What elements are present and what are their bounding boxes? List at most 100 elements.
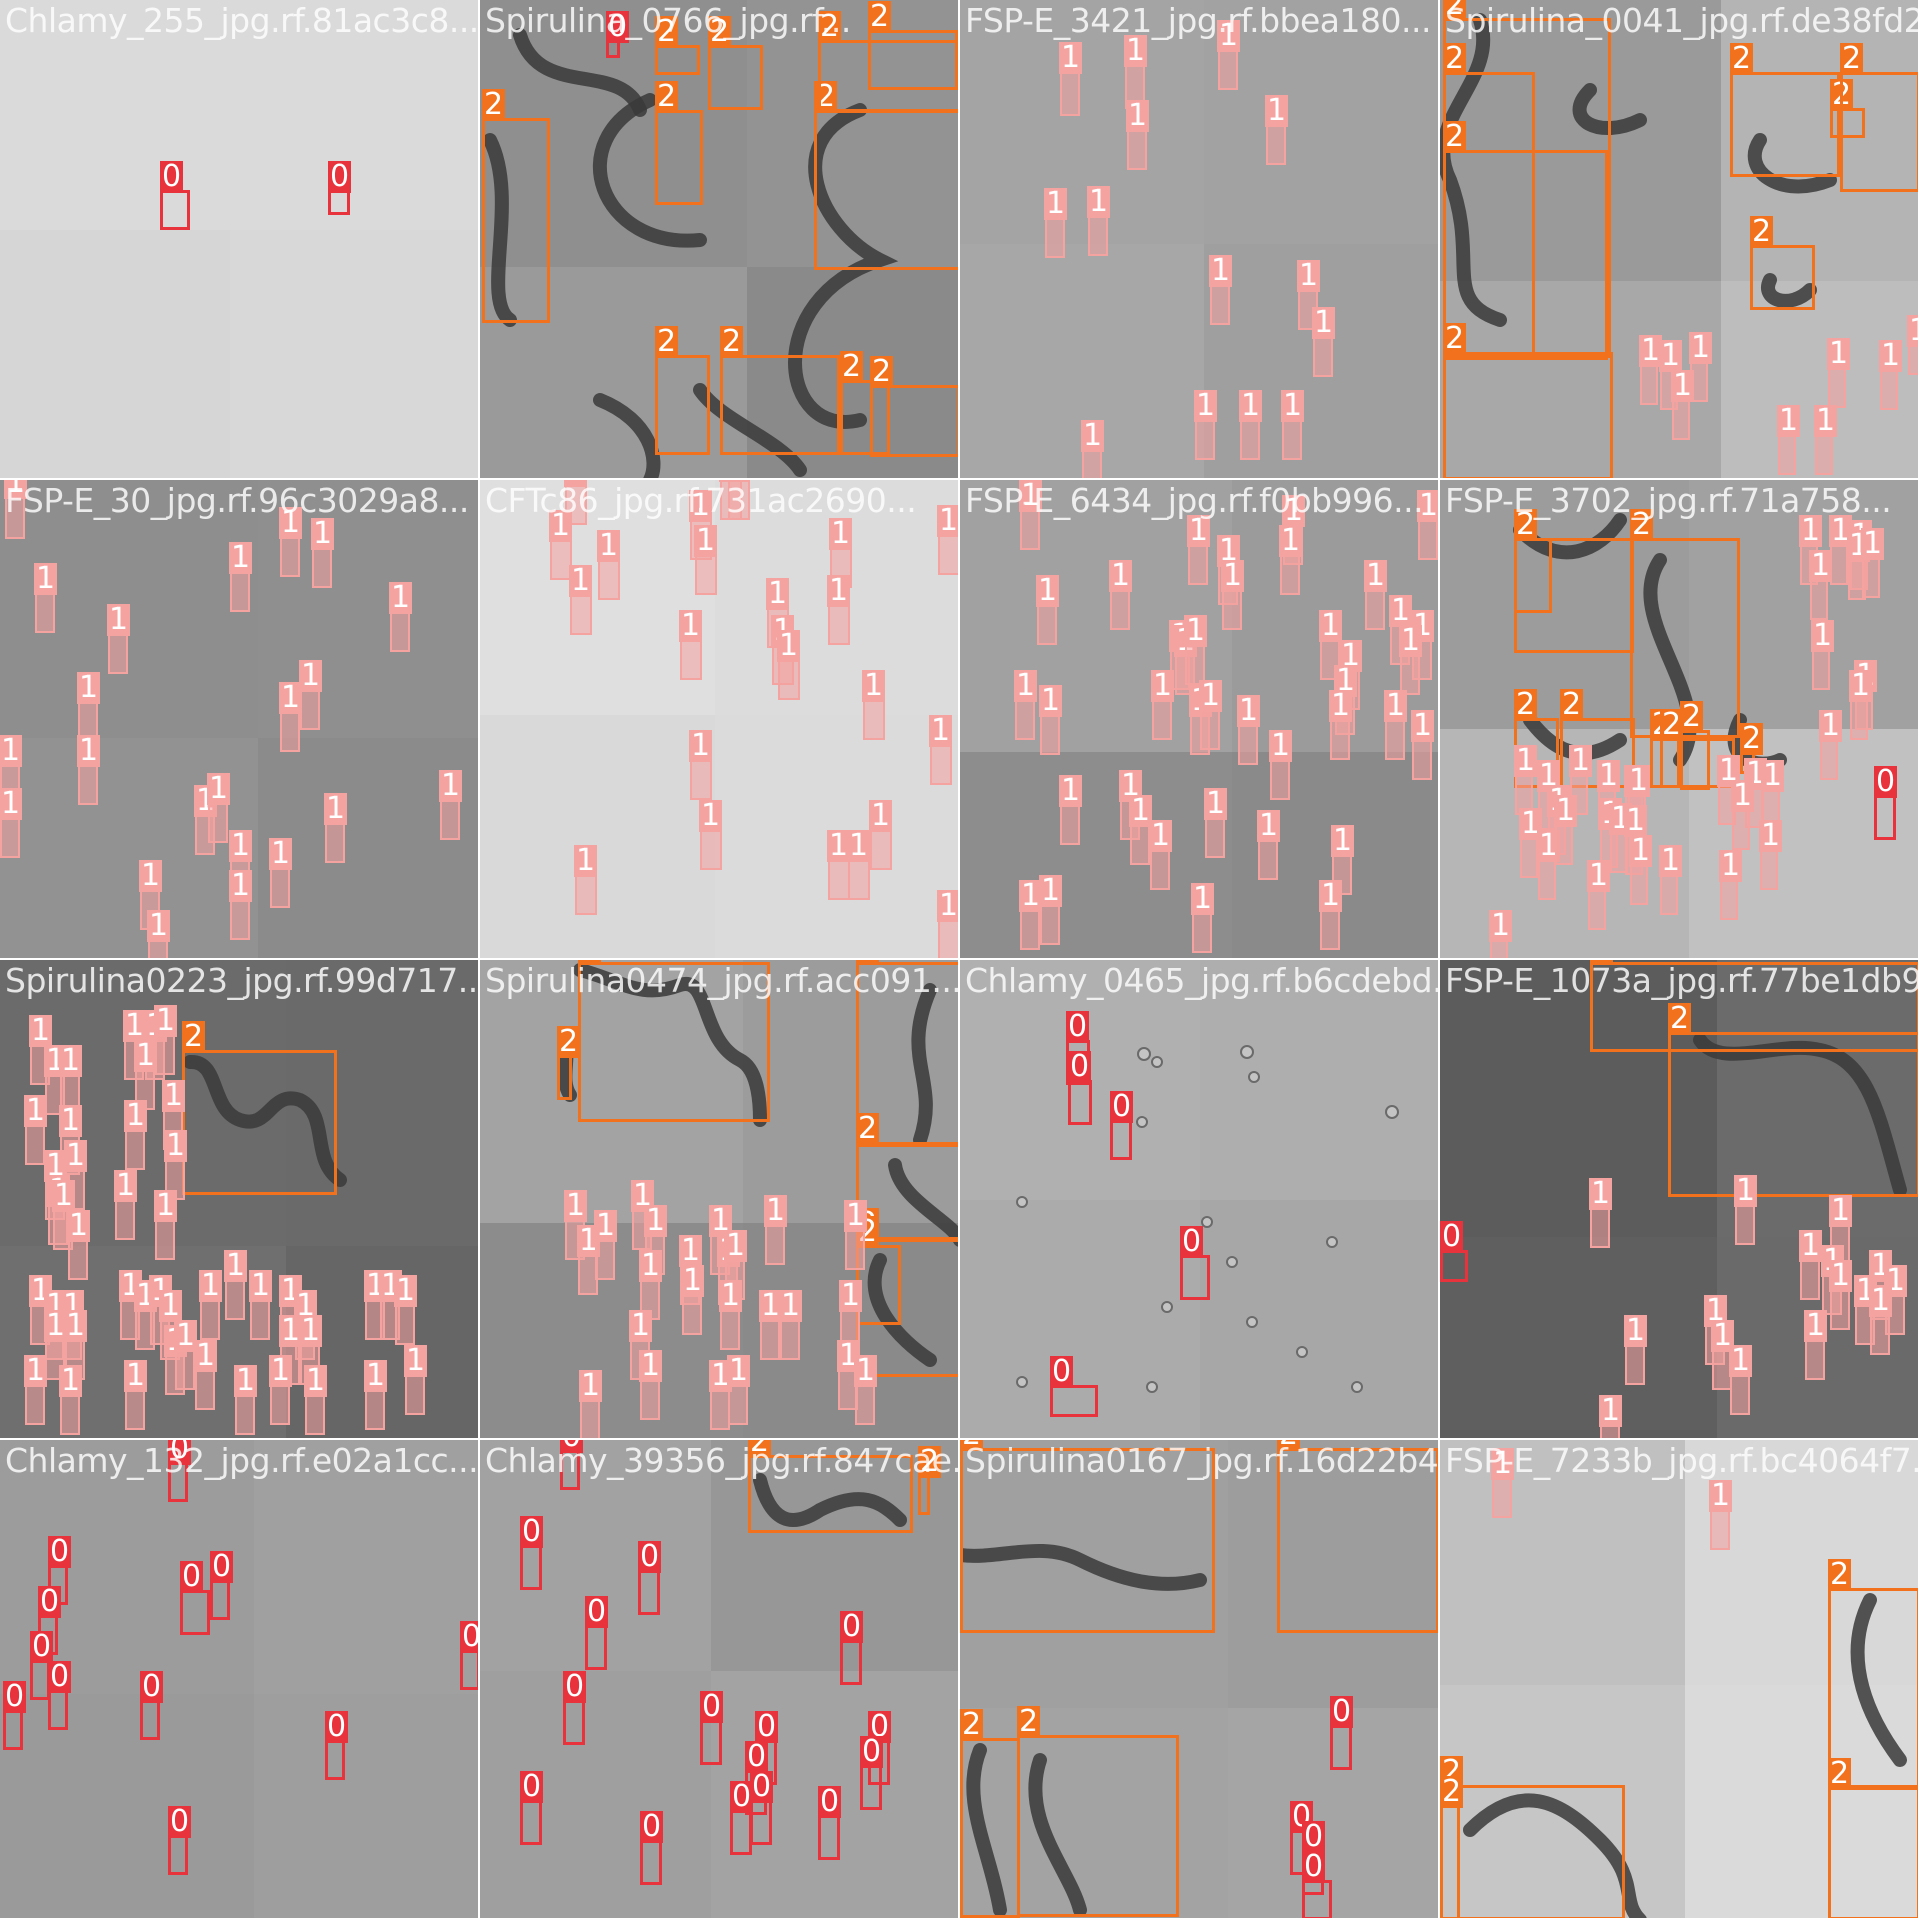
mosaic-tile: 0 0 0 0 0 Chlamy_0465_jpg.rf.b6cdebd... (960, 960, 1438, 1438)
class-label: 2 (1660, 707, 1684, 742)
class-label: 0 (38, 1584, 62, 1619)
class-label: 2 (1017, 1704, 1041, 1739)
class-label: 1 (937, 505, 958, 537)
class-label: 1 (299, 658, 323, 693)
detection-box-class-0: 0 (168, 1440, 192, 1502)
class-label: 1 (1087, 184, 1111, 219)
detection-box-class-0: 0 (210, 1551, 234, 1620)
detection-box-class-1: 1 (439, 770, 463, 840)
class-label: 1 (1297, 258, 1321, 293)
class-label: 1 (249, 1268, 273, 1303)
detection-box-class-1: 1 (1019, 880, 1043, 950)
class-label: 0 (210, 1549, 234, 1584)
class-label: 1 (1537, 758, 1561, 793)
detection-box-class-1: 1 (364, 1360, 388, 1430)
class-label: 1 (154, 1003, 178, 1038)
detection-box-class-1: 1 (1081, 420, 1105, 478)
class-label: 0 (160, 159, 184, 194)
detection-box-class-1: 1 (1265, 95, 1289, 165)
detection-box-class-1: 1 (224, 1250, 248, 1320)
detection-box-class-0: 0 (1874, 766, 1898, 840)
class-label: 1 (844, 1198, 868, 1233)
class-label: 1 (766, 576, 790, 611)
class-label: 2 (748, 1440, 772, 1458)
class-label: 2 (1440, 1774, 1464, 1809)
class-label: 0 (520, 1769, 544, 1804)
class-label: 1 (629, 1308, 653, 1343)
class-label: 1 (727, 1353, 751, 1388)
image-quadrant (254, 1694, 478, 1918)
detection-box-class-0: 0 (1330, 1696, 1354, 1770)
class-label: 0 (1180, 1224, 1204, 1259)
class-label: 0 (638, 1539, 662, 1574)
class-label: 1 (1126, 98, 1150, 133)
class-label: 1 (1879, 338, 1903, 373)
detection-box-class-1: 1 (107, 604, 131, 674)
class-label: 2 (1514, 687, 1538, 722)
class-label: 1 (1411, 708, 1435, 743)
detection-box-class-1: 1 (569, 565, 593, 635)
detection-box-class-1: 1 (1489, 910, 1513, 958)
image-quadrant (480, 480, 715, 715)
image-quadrant (960, 0, 1204, 244)
detection-box-class-1: 1 (597, 530, 621, 600)
detection-box-class-1: 1 (279, 682, 303, 752)
detection-box-class-1: 1 (1151, 670, 1175, 740)
class-label: 1 (1281, 388, 1305, 423)
mosaic-tile: 2222222221111111111111111111111111111111… (1440, 480, 1918, 958)
cell (1016, 1196, 1028, 1208)
class-label: 1 (1184, 613, 1208, 648)
class-label: 1 (709, 1358, 733, 1393)
detection-box-class-0: 0 (328, 161, 352, 215)
class-label: 1 (124, 1098, 148, 1133)
class-label: 0 (1110, 1089, 1134, 1124)
detection-box-class-1: 1 (694, 525, 718, 595)
detection-box-class-1: 1 (194, 1340, 218, 1410)
class-label: 0 (325, 1709, 349, 1744)
class-label: 1 (1014, 668, 1038, 703)
detection-box-class-2: 2 (1840, 43, 1918, 192)
class-label: 1 (139, 858, 163, 893)
detection-box-class-0: 0 (160, 161, 190, 230)
class-label: 1 (1624, 1313, 1648, 1348)
class-label: 1 (1217, 18, 1241, 53)
class-label: 1 (0, 733, 23, 768)
detection-box-class-1: 1 (67, 1210, 91, 1280)
detection-box-class-1: 1 (699, 800, 723, 870)
class-label: 1 (107, 602, 131, 637)
detection-box-class-1: 1 (1659, 340, 1683, 410)
class-label: 1 (1729, 1343, 1753, 1378)
class-label: 1 (1019, 878, 1043, 913)
class-label: 1 (1119, 768, 1143, 803)
class-label: 0 (868, 1709, 892, 1744)
detection-box-class-1: 1 (1059, 42, 1083, 116)
class-label: 0 (1874, 764, 1898, 799)
class-label: 1 (777, 628, 801, 663)
class-label: 1 (311, 516, 335, 551)
detection-box-class-0: 0 (520, 1771, 544, 1845)
detection-box-class-1: 1 (1384, 690, 1408, 760)
class-label: 1 (597, 528, 621, 563)
cell (1385, 1105, 1399, 1119)
cell (1351, 1381, 1363, 1393)
detection-box-class-2: 2 (960, 1709, 1020, 1918)
detection-box-class-1: 1 (1819, 710, 1843, 780)
detection-box-class-1: 1 (154, 1190, 178, 1260)
class-label: 2 (1443, 119, 1467, 154)
class-label: 0 (520, 1514, 544, 1549)
detection-box-class-0: 0 (30, 1631, 54, 1700)
detection-box-class-1: 1 (1312, 307, 1336, 377)
class-label: 1 (394, 1273, 418, 1308)
detection-box-class-2: 2 (1828, 1559, 1918, 1788)
detection-box-class-1: 1 (34, 563, 58, 633)
class-label: 2 (1668, 1001, 1692, 1036)
mosaic-tile: 0 0 0 0 0 0 0 0 0 0 0 0 Chlamy_132_jpg.rf.e02a1cc... (0, 1440, 478, 1918)
class-label: 1 (279, 680, 303, 715)
detection-box-class-0: 0 (1180, 1226, 1210, 1300)
class-label: 1 (64, 1138, 88, 1173)
class-label: 1 (1811, 618, 1835, 653)
detection-box-class-0: 0 (3, 1681, 27, 1750)
detection-box-class-1: 1 (764, 1195, 788, 1265)
detection-box-class-2: 2 (1443, 323, 1613, 478)
